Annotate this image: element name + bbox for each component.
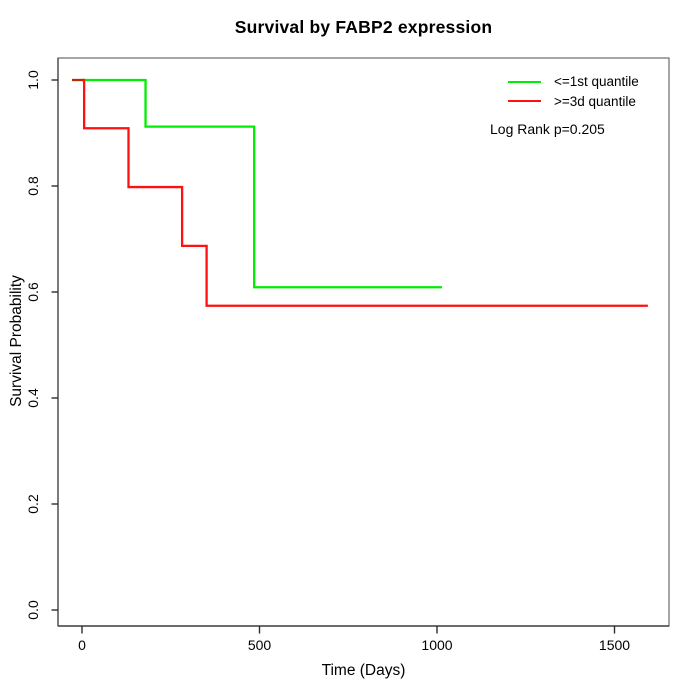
x-tick-label: 1000 (421, 637, 452, 653)
x-tick-label: 1500 (599, 637, 630, 653)
x-axis-label: Time (Days) (321, 662, 406, 679)
y-axis-label: Survival Probability (8, 275, 25, 407)
y-axis-ticks: 0.0 0.2 0.4 0.6 0.8 1.0 (25, 70, 58, 620)
y-tick-label: 0.2 (25, 494, 41, 514)
y-tick-label: 1.0 (25, 70, 41, 90)
y-tick-label: 0.8 (25, 176, 41, 196)
y-tick-label: 0.0 (25, 600, 41, 620)
y-tick-label: 0.6 (25, 282, 41, 302)
red-line-swatch (508, 100, 541, 103)
legend-label-quantile3: >=3d quantile (554, 93, 636, 109)
plot-border-box (57, 57, 670, 627)
legend: <=1st quantile >=3d quantile Log Rank p=… (490, 72, 675, 137)
survival-curves (72, 78, 648, 307)
legend-item-quantile3: >=3d quantile (490, 92, 675, 112)
chart-title: Survival by FABP2 expression (234, 17, 493, 37)
x-tick-label: 500 (248, 637, 272, 653)
green-line-swatch (508, 80, 541, 83)
survival-curve-quantile1 (82, 78, 442, 289)
survival-curve-quantile3 (82, 78, 648, 307)
legend-label-quantile1: <=1st quantile (554, 74, 639, 90)
x-tick-label: 0 (78, 637, 86, 653)
x-axis-ticks: 0 500 1000 1500 (78, 626, 630, 653)
legend-item-quantile1: <=1st quantile (490, 72, 675, 92)
log-rank-annotation: Log Rank p=0.205 (490, 121, 605, 137)
y-tick-label: 0.4 (25, 388, 41, 408)
